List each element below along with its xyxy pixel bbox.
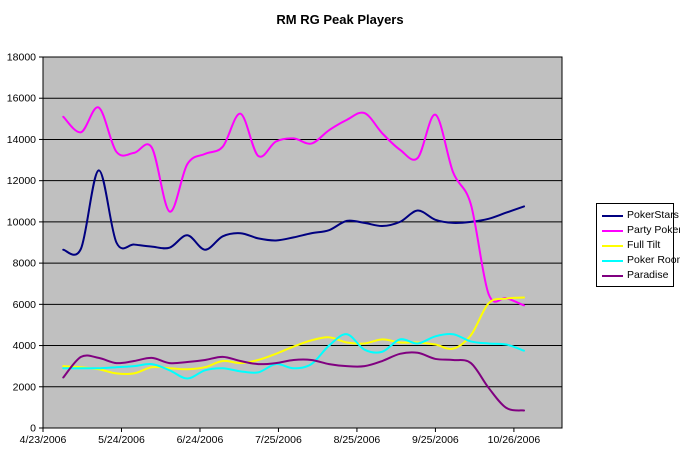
- x-axis-label: 10/26/2006: [488, 434, 541, 446]
- y-axis-label: 0: [30, 423, 36, 435]
- y-axis-label: 16000: [7, 93, 36, 105]
- x-axis-label: 4/23/2006: [20, 434, 67, 446]
- y-axis-label: 2000: [13, 381, 37, 393]
- legend-item-poker-room: Poker Room: [597, 253, 680, 268]
- plot-area: [43, 57, 562, 428]
- y-axis-label: 18000: [7, 52, 36, 64]
- legend-item-full-tilt: Full Tilt: [597, 238, 673, 253]
- legend-label: Poker Room: [627, 254, 680, 266]
- y-axis-label: 10000: [7, 216, 36, 228]
- legend-label: Paradise: [627, 269, 669, 281]
- legend-swatch-poker-room: [602, 259, 623, 262]
- legend-item-paradise: Paradise: [597, 268, 673, 283]
- legend-label: PokerStars: [627, 209, 679, 221]
- legend-swatch-paradise: [602, 274, 623, 277]
- series-line-poker-room: [62, 332, 526, 380]
- legend-swatch-party-poker: [602, 229, 623, 232]
- series-line-full-tilt: [62, 296, 526, 376]
- legend: PokerStars Party Poker Full Tilt Poker Room…: [596, 203, 680, 287]
- y-axis-label: 14000: [7, 134, 36, 146]
- y-axis-label: 12000: [7, 175, 36, 187]
- x-axis-label: 8/25/2006: [334, 434, 381, 446]
- series-line-party-poker: [62, 106, 526, 307]
- x-axis-label: 6/24/2006: [177, 434, 224, 446]
- chart-title: RM RG Peak Players: [276, 12, 404, 27]
- x-axis-label: 7/25/2006: [255, 434, 302, 446]
- y-axis-label: 6000: [13, 299, 37, 311]
- legend-label: Party Poker: [627, 224, 680, 236]
- y-axis-label: 4000: [13, 340, 37, 352]
- series-line-pokerstars: [62, 169, 526, 256]
- plot-border: [42, 56, 563, 429]
- legend-label: Full Tilt: [627, 239, 661, 251]
- legend-swatch-pokerstars: [602, 214, 623, 217]
- y-axis-label: 8000: [13, 258, 37, 270]
- x-axis-label: 5/24/2006: [98, 434, 145, 446]
- series-line-paradise: [62, 351, 526, 412]
- x-axis-label: 9/25/2006: [412, 434, 459, 446]
- legend-swatch-full-tilt: [602, 244, 623, 247]
- legend-item-party-poker: Party Poker: [597, 223, 680, 238]
- legend-item-pokerstars: PokerStars: [597, 208, 679, 223]
